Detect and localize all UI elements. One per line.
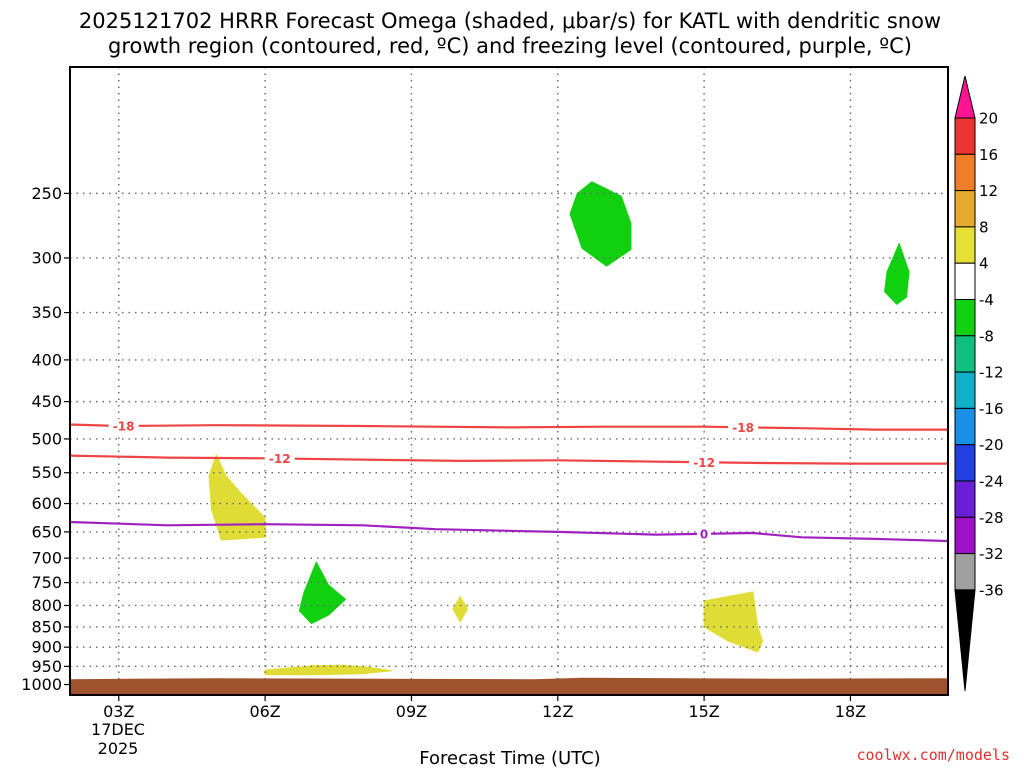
contour-line (69, 423, 948, 431)
x-tick-label: 09Z (396, 702, 427, 721)
colorbar-segment (954, 153, 976, 192)
colorbar-segment (954, 117, 976, 155)
contour-label-background (728, 420, 759, 435)
colorbar-level-label: 4 (979, 255, 989, 273)
contour-line (69, 454, 948, 465)
contour-label: -18 (732, 421, 754, 435)
y-axis-pressure-ticks: 250 300 350 400 450 500 550 600 650 700 750 800 850 9… (21, 184, 70, 694)
colorbar-segment (954, 190, 976, 228)
y-tick-label: 900 (31, 638, 62, 657)
contour-label-background (264, 451, 295, 466)
colorbar-level-label: -16 (979, 400, 1004, 418)
colorbar-bottom-arrow (954, 589, 976, 692)
y-tick-label: 750 (31, 573, 62, 592)
colorbar-segment (954, 444, 976, 482)
y-tick-label: 350 (31, 303, 62, 322)
plot-frame (69, 66, 949, 696)
colorbar-level-label: -12 (979, 364, 1004, 382)
omega-region-yellow-2 (264, 664, 393, 676)
x-tick-label: 03Z (103, 702, 134, 721)
y-tick-label: 800 (31, 596, 62, 615)
x-axis-time-ticks: 03Z 06Z 09Z 12Z 15Z 18Z (103, 695, 866, 721)
date-label-day: 17DEC (91, 720, 145, 739)
colorbar-segment (954, 299, 976, 337)
colorbar-level-label: -32 (979, 545, 1004, 563)
omega-region-green-3 (298, 561, 347, 625)
contour-label: -18 (113, 419, 135, 433)
colorbar-segment (954, 553, 976, 591)
omega-shaded-regions (208, 181, 910, 676)
omega-region-yellow-4 (703, 591, 764, 653)
date-label-year: 2025 (98, 739, 139, 758)
y-tick-label: 250 (31, 184, 62, 203)
temperature-contours: -18 -18 -12 -12 0 (69, 418, 949, 543)
colorbar-segment (954, 226, 976, 264)
y-tick-label: 550 (31, 463, 62, 482)
contour-label-background (108, 418, 139, 433)
contour-label: 0 (700, 527, 708, 541)
y-tick-label: 450 (31, 392, 62, 411)
colorbar-level-label: 12 (979, 182, 998, 200)
colorbar-segment (954, 262, 976, 301)
chart-title-line-1: 2025121702 HRRR Forecast Omega (shaded, … (79, 9, 941, 33)
y-tick-label: 950 (31, 657, 62, 676)
y-tick-label: 600 (31, 494, 62, 513)
colorbar-level-label: 8 (979, 218, 989, 236)
y-tick-label: 700 (31, 549, 62, 568)
colorbar-level-label: -36 (979, 581, 1004, 599)
y-tick-label: 1000 (21, 675, 62, 694)
omega-region-green-1 (569, 181, 632, 267)
x-tick-label: 15Z (688, 702, 719, 721)
colorbar-segment (954, 480, 976, 518)
grid-lines (70, 67, 948, 680)
x-axis-label: Forecast Time (UTC) (419, 748, 600, 768)
colorbar-level-label: 20 (979, 110, 998, 128)
contour-label: -12 (693, 456, 715, 470)
y-tick-label: 300 (31, 248, 62, 267)
colorbar-top-arrow (954, 75, 976, 119)
colorbar-level-label: -24 (979, 473, 1004, 491)
x-tick-label: 18Z (835, 702, 866, 721)
x-tick-label: 06Z (249, 702, 280, 721)
colorbar-segment (954, 371, 976, 409)
credit-link[interactable]: coolwx.com/models (856, 746, 1010, 764)
colorbar-level-label: -4 (979, 291, 994, 309)
contour-label: -12 (269, 452, 291, 466)
colorbar-segment (954, 335, 976, 373)
colorbar-segment (954, 407, 976, 446)
ground-layer (70, 677, 948, 695)
colorbar-legend: 20 16 12 8 4 -4 -8 -12 -16 -20 -24 -28 -32 -36 (954, 75, 1004, 692)
colorbar-segment (954, 516, 976, 555)
x-tick-label: 12Z (542, 702, 573, 721)
omega-region-green-2 (884, 243, 910, 305)
contour-label-background (697, 526, 712, 541)
y-tick-label: 400 (31, 350, 62, 369)
contour-line (69, 520, 949, 543)
colorbar-level-label: 16 (979, 146, 998, 164)
chart-title-line-2: growth region (contoured, red, ºC) and f… (108, 34, 912, 58)
y-tick-label: 500 (31, 429, 62, 448)
y-tick-label: 650 (31, 522, 62, 541)
ground-surface (70, 677, 948, 695)
omega-region-yellow-3 (452, 596, 468, 623)
colorbar-level-label: -28 (979, 509, 1004, 527)
colorbar-level-label: -8 (979, 327, 994, 345)
y-tick-label: 850 (31, 617, 62, 636)
omega-region-yellow-1 (208, 454, 266, 541)
colorbar-level-label: -20 (979, 436, 1004, 454)
contour-label-background (689, 455, 720, 470)
